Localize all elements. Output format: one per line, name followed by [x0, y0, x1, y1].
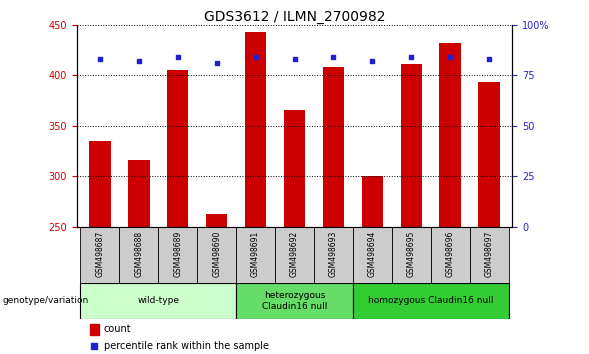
- Bar: [236, 227, 275, 283]
- Text: GSM498695: GSM498695: [407, 230, 416, 277]
- Text: GSM498688: GSM498688: [134, 230, 143, 276]
- Bar: [431, 227, 469, 283]
- Bar: [206, 215, 227, 227]
- Text: GSM498694: GSM498694: [368, 230, 377, 277]
- Point: [445, 54, 455, 60]
- Bar: [158, 227, 197, 283]
- Text: GSM498691: GSM498691: [251, 230, 260, 277]
- Bar: [90, 324, 99, 335]
- Point: [368, 58, 377, 64]
- Bar: [81, 283, 236, 319]
- Text: GSM498697: GSM498697: [485, 230, 494, 277]
- Bar: [478, 82, 500, 227]
- Bar: [167, 70, 188, 227]
- FancyArrow shape: [65, 297, 75, 305]
- Bar: [353, 227, 392, 283]
- Bar: [120, 227, 158, 283]
- Point: [212, 60, 221, 66]
- Text: GSM498689: GSM498689: [173, 230, 182, 277]
- Bar: [353, 283, 508, 319]
- Bar: [323, 67, 344, 227]
- Text: wild-type: wild-type: [137, 296, 179, 306]
- Bar: [362, 176, 383, 227]
- Bar: [236, 283, 353, 319]
- Text: GSM498690: GSM498690: [212, 230, 221, 277]
- Point: [484, 56, 494, 62]
- Bar: [128, 160, 150, 227]
- Bar: [284, 109, 305, 227]
- Text: heterozygous
Claudin16 null: heterozygous Claudin16 null: [262, 291, 327, 310]
- Point: [406, 54, 416, 60]
- Bar: [81, 227, 120, 283]
- Text: genotype/variation: genotype/variation: [3, 296, 89, 306]
- Bar: [245, 32, 266, 227]
- Text: homozygous Claudin16 null: homozygous Claudin16 null: [368, 296, 494, 306]
- Point: [173, 54, 183, 60]
- Bar: [89, 141, 111, 227]
- Text: GSM498693: GSM498693: [329, 230, 338, 277]
- Text: GSM498696: GSM498696: [446, 230, 455, 277]
- Text: GSM498687: GSM498687: [95, 230, 104, 277]
- Text: count: count: [104, 324, 131, 334]
- Bar: [469, 227, 508, 283]
- Point: [90, 343, 99, 349]
- Bar: [439, 43, 461, 227]
- Point: [329, 54, 338, 60]
- Bar: [392, 227, 431, 283]
- Bar: [275, 227, 314, 283]
- Point: [251, 54, 260, 60]
- Point: [95, 56, 105, 62]
- Bar: [314, 227, 353, 283]
- Text: GSM498692: GSM498692: [290, 230, 299, 277]
- Bar: [401, 64, 422, 227]
- Text: percentile rank within the sample: percentile rank within the sample: [104, 341, 269, 351]
- Title: GDS3612 / ILMN_2700982: GDS3612 / ILMN_2700982: [204, 10, 385, 24]
- Bar: [197, 227, 236, 283]
- Point: [134, 58, 144, 64]
- Point: [290, 56, 299, 62]
